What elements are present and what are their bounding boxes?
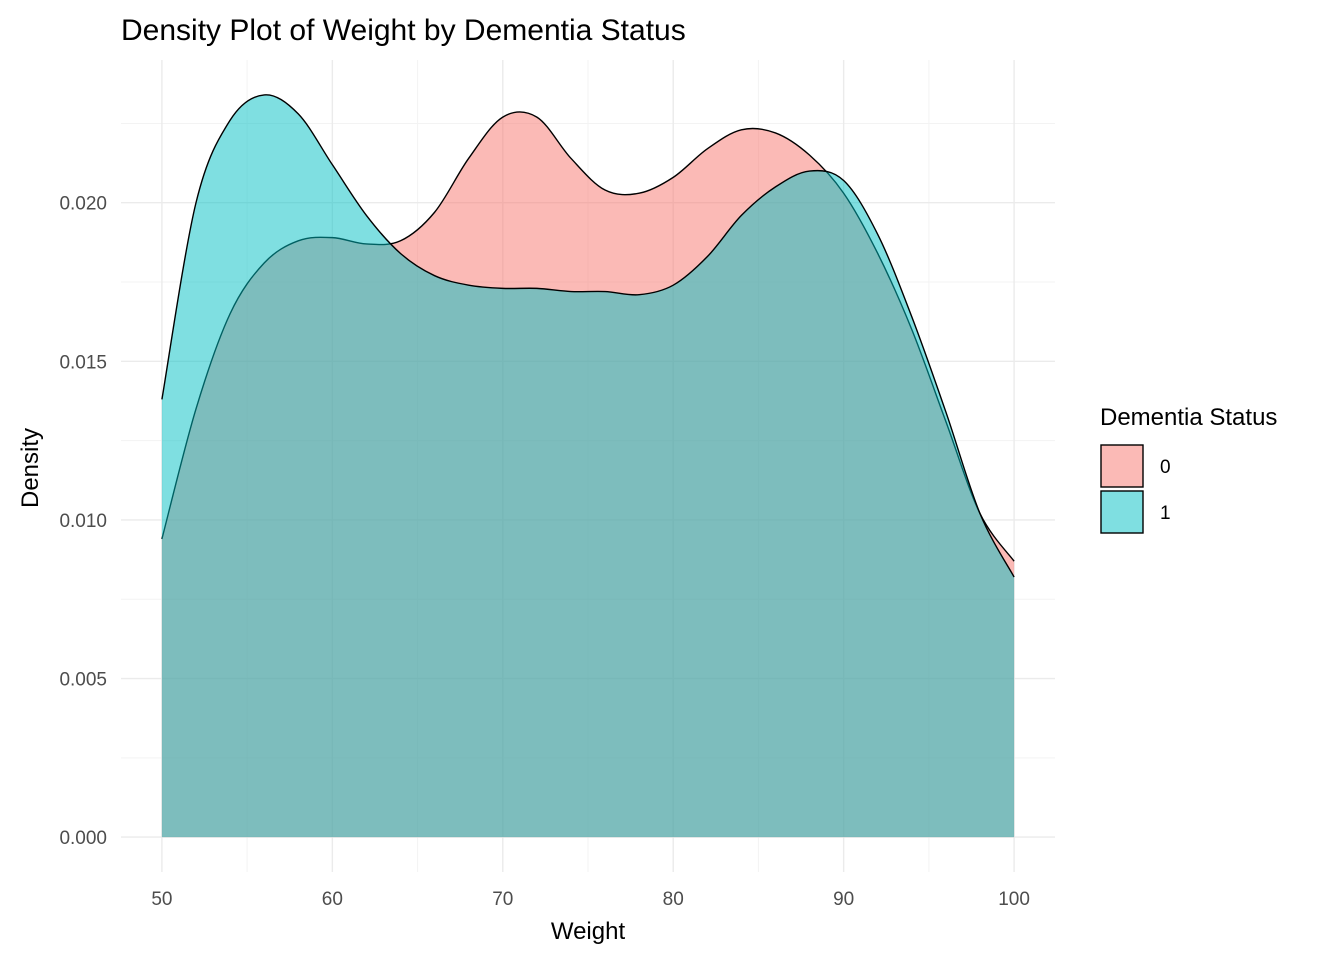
y-tick-label: 0.015 [59, 352, 107, 373]
legend-label-0: 0 [1160, 457, 1171, 478]
density-areas [161, 94, 1015, 838]
x-tick-label: 90 [833, 889, 854, 910]
y-tick-label: 0.020 [59, 194, 107, 215]
legend-label-1: 1 [1160, 503, 1171, 524]
legend-key-0 [1100, 444, 1144, 488]
x-axis-ticks: 50 60 70 80 90 100 [151, 889, 1030, 910]
y-axis-ticks: 0.000 0.005 0.010 0.015 0.020 [59, 194, 107, 849]
x-tick-label: 70 [492, 889, 513, 910]
y-tick-label: 0.000 [59, 828, 107, 849]
legend: Dementia Status 0 1 [1100, 404, 1277, 534]
x-axis-title: Weight [551, 918, 626, 945]
x-tick-label: 50 [151, 889, 172, 910]
y-tick-label: 0.010 [59, 511, 107, 532]
y-tick-label: 0.005 [59, 670, 107, 691]
density-line-1 [161, 94, 1015, 578]
legend-key-1 [1100, 490, 1144, 534]
legend-title: Dementia Status [1100, 404, 1277, 431]
x-tick-label: 100 [998, 889, 1030, 910]
chart-title: Density Plot of Weight by Dementia Statu… [121, 14, 686, 47]
density-area-1 [161, 94, 1015, 838]
x-tick-label: 80 [663, 889, 684, 910]
y-axis-title: Density [17, 428, 44, 508]
x-tick-label: 60 [322, 889, 343, 910]
